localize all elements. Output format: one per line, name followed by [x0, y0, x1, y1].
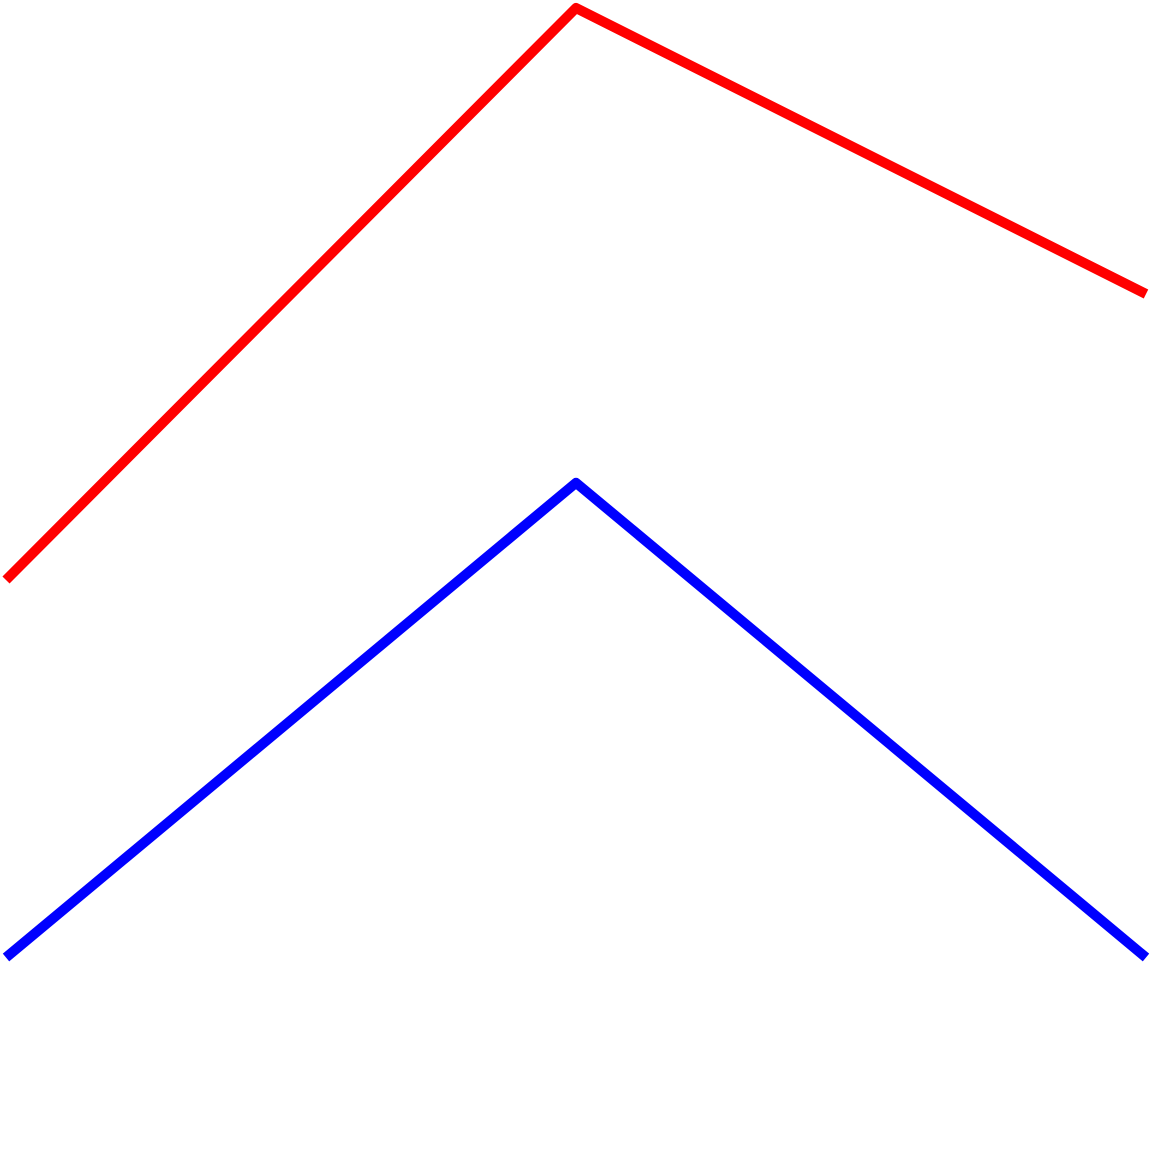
series-line-red	[6, 8, 1146, 580]
series-line-blue	[6, 483, 1146, 958]
